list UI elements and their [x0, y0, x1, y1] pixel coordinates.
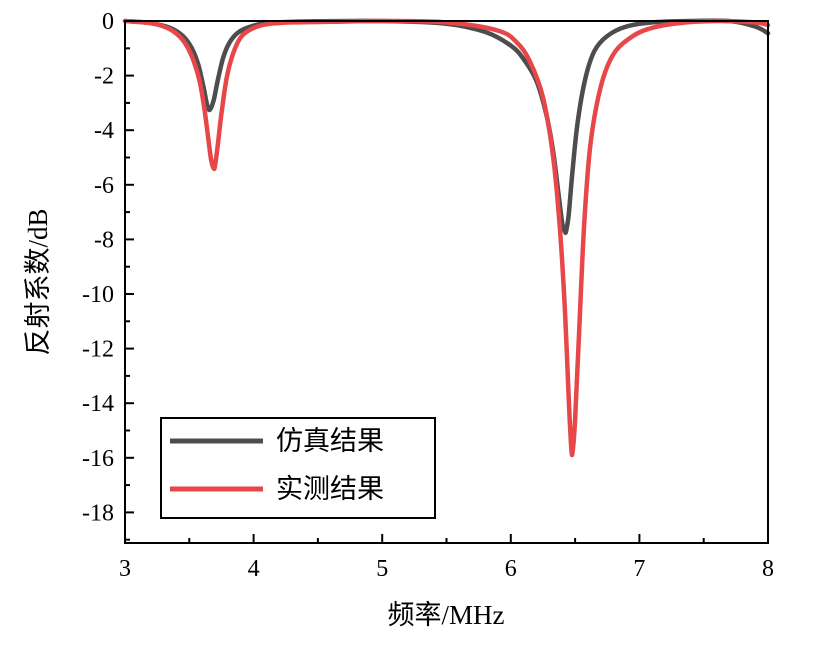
y-tick-label: -16: [82, 446, 114, 472]
ticks-layer: 3 4 5 6 7 8 0 -2 -4 -6 -8 -10 -12 -14 -16 -18: [82, 9, 774, 582]
legend-label-sim: 仿真结果: [276, 426, 384, 456]
x-tick-label: 4: [248, 556, 260, 582]
y-tick-label: -18: [82, 500, 114, 526]
series-line-measured: [122, 18, 771, 458]
legend: 仿真结果 实测结果: [160, 417, 436, 519]
plot-frame: [124, 20, 769, 544]
series-line-sim: [122, 18, 771, 236]
y-tick-label: -6: [94, 173, 114, 199]
y-tick-label: -12: [82, 337, 114, 363]
y-axis-title: 反射系数/dB: [23, 208, 53, 355]
y-tick-label: 0: [102, 9, 114, 35]
x-tick-label: 6: [505, 556, 517, 582]
x-tick-label: 8: [762, 556, 774, 582]
legend-label-measured: 实测结果: [276, 474, 384, 504]
y-tick-label: -14: [82, 391, 114, 417]
series-layer: [122, 18, 771, 458]
x-axis-title: 频率/MHz: [388, 600, 505, 630]
x-tick-label: 7: [633, 556, 645, 582]
legend-box: [160, 417, 436, 519]
x-tick-label: 3: [119, 556, 131, 582]
y-tick-label: -4: [94, 118, 114, 144]
y-tick-label: -10: [82, 282, 114, 308]
y-tick-label: -8: [94, 227, 114, 253]
y-tick-label: -2: [94, 64, 114, 90]
x-tick-label: 5: [376, 556, 388, 582]
